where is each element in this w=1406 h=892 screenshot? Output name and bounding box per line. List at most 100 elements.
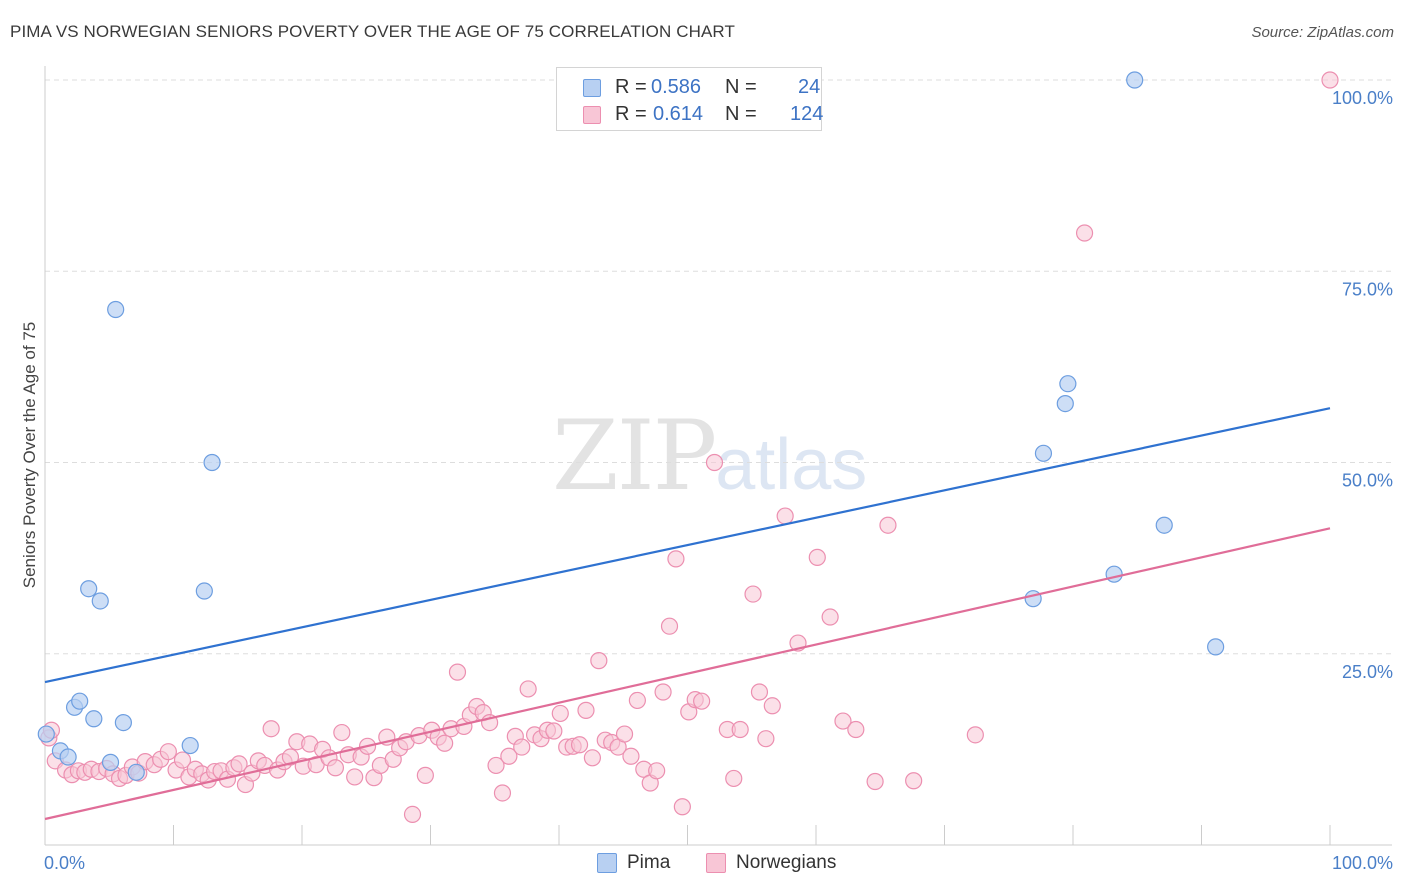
y-tick-label-100: 100.0% — [1332, 88, 1393, 108]
legend-n-value-pima: 24 — [798, 76, 821, 98]
norwegians-point-107 — [757, 730, 775, 748]
norwegians-point-103 — [725, 769, 743, 788]
norwegians-point-83 — [583, 749, 602, 767]
pima-point-19 — [1126, 71, 1144, 89]
norwegians-point-36 — [281, 748, 300, 766]
axes — [44, 66, 1392, 846]
gridlines — [45, 79, 1392, 655]
pima-points — [37, 71, 1225, 781]
norwegians-point-55 — [403, 805, 422, 824]
pima-point-11 — [127, 763, 145, 781]
pima-point-8 — [101, 753, 120, 771]
pima-point-7 — [91, 592, 109, 610]
norwegians-point-19 — [173, 751, 192, 769]
norwegians-point-113 — [834, 712, 852, 730]
norwegians-point-28 — [230, 755, 248, 773]
norwegians-point-115 — [866, 772, 884, 791]
pima-point-17 — [1056, 394, 1074, 413]
norwegians-point-33 — [262, 720, 280, 738]
norwegians-point-46 — [346, 768, 364, 786]
pima-point-5 — [80, 580, 98, 598]
norwegians-point-118 — [966, 726, 984, 744]
norwegians-point-105 — [744, 585, 762, 603]
pima-point-13 — [195, 582, 213, 600]
norwegians-trend-line — [44, 527, 1331, 821]
norwegians-point-96 — [667, 550, 685, 568]
norwegians-point-112 — [821, 608, 839, 626]
norwegians-point-108 — [763, 697, 781, 715]
norwegians-point-90 — [628, 691, 646, 710]
pima-point-6 — [85, 710, 103, 728]
correlation-legend: R = 0.586 N = 24 R = 0.614 N = 124 — [556, 67, 824, 131]
norwegians-point-57 — [416, 766, 434, 784]
legend-n-label: N = — [725, 103, 757, 125]
x-tick-label-0: 0.0% — [44, 853, 85, 873]
norwegians-point-78 — [551, 704, 569, 723]
pima-point-21 — [1155, 516, 1173, 534]
y-axis-label: Seniors Poverty Over the Age of 75 — [20, 322, 39, 588]
norwegians-point-95 — [660, 617, 679, 635]
pima-point-18 — [1059, 375, 1077, 393]
norwegians-point-114 — [847, 720, 865, 739]
norwegians-point-84 — [590, 652, 608, 670]
norwegians-point-89 — [622, 747, 640, 765]
norwegians-point-120 — [1321, 71, 1339, 89]
legend-swatch-norwegians — [583, 106, 601, 124]
legend-r-value-norwegians: 0.614 — [653, 103, 704, 125]
norwegians-point-104 — [731, 720, 749, 739]
pima-point-12 — [181, 736, 199, 755]
legend-r-value-pima: 0.586 — [651, 76, 702, 98]
legend-swatch-pima — [583, 79, 601, 97]
source-credit: Source: ZipAtlas.com — [1251, 24, 1394, 41]
pima-point-2 — [59, 748, 77, 766]
y-tick-label-75: 75.0% — [1342, 279, 1393, 299]
norwegians-point-62 — [448, 663, 467, 681]
x-tick-label-100: 100.0% — [1332, 853, 1393, 873]
pima-trend-line — [44, 407, 1331, 684]
norwegians-point-100 — [693, 692, 711, 710]
norwegians-point-111 — [808, 548, 826, 566]
norwegians-point-82 — [577, 701, 595, 719]
norwegians-point-94 — [654, 683, 672, 701]
pima-point-0 — [37, 725, 55, 743]
pima-point-4 — [71, 692, 89, 710]
norwegians-point-93 — [648, 762, 666, 780]
norwegians-point-117 — [905, 772, 923, 790]
norwegians-point-73 — [519, 680, 537, 698]
norwegians-point-68 — [487, 756, 505, 775]
norwegians-point-119 — [1075, 224, 1094, 242]
pima-point-9 — [107, 300, 125, 319]
trend-lines — [44, 407, 1331, 821]
tick-labels: 25.0% 50.0% 75.0% 100.0% 0.0% 100.0% — [44, 88, 1393, 873]
pima-point-20 — [1105, 565, 1123, 583]
norwegians-points — [40, 71, 1339, 824]
norwegians-point-116 — [879, 516, 897, 534]
norwegians-point-88 — [615, 725, 634, 743]
legend-r-label: R = — [615, 103, 647, 125]
norwegians-point-109 — [776, 507, 794, 525]
legend-r-label: R = — [615, 76, 647, 98]
legend-n-label: N = — [725, 76, 757, 98]
pima-point-14 — [203, 453, 221, 472]
norwegians-point-77 — [545, 722, 563, 740]
norwegians-point-106 — [750, 683, 769, 701]
bottom-legend-label-pima: Pima — [627, 852, 671, 873]
pima-point-22 — [1207, 638, 1225, 656]
chart-title: PIMA VS NORWEGIAN SENIORS POVERTY OVER T… — [10, 22, 735, 41]
norwegians-point-97 — [673, 798, 691, 816]
norwegians-point-60 — [436, 734, 454, 752]
norwegians-point-70 — [500, 747, 518, 765]
bottom-legend-label-norwegians: Norwegians — [736, 852, 837, 873]
bottom-legend-swatch-norwegians — [706, 853, 726, 873]
pima-point-10 — [114, 713, 132, 732]
y-tick-label-50: 50.0% — [1342, 471, 1393, 491]
legend-n-value-norwegians: 124 — [790, 103, 824, 125]
norwegians-point-69 — [493, 784, 512, 802]
norwegians-point-43 — [326, 759, 345, 777]
bottom-legend-swatch-pima — [597, 853, 617, 873]
norwegians-point-72 — [513, 738, 531, 756]
norwegians-point-44 — [333, 723, 351, 742]
pima-point-16 — [1034, 444, 1053, 462]
norwegians-point-101 — [705, 453, 724, 472]
